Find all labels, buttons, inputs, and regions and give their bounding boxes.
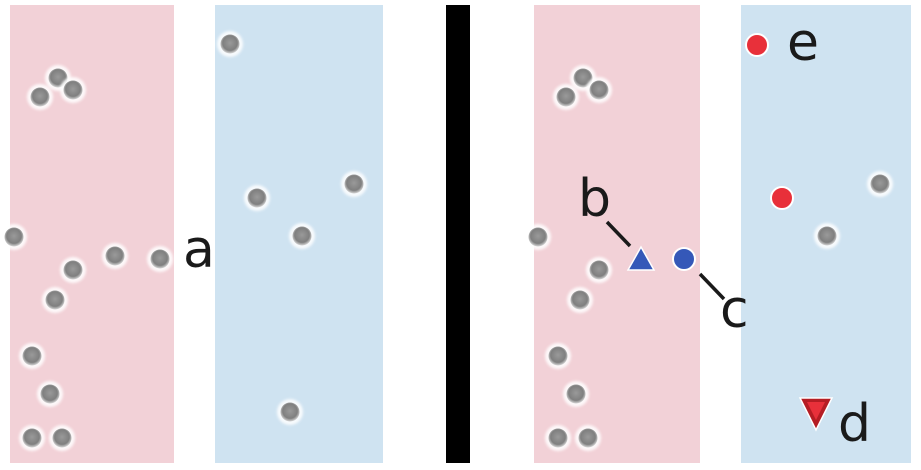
grey-particle [589, 80, 609, 100]
grey-particle [578, 428, 598, 448]
grey-particle [548, 346, 568, 366]
grey-particle [817, 226, 837, 246]
grey-particle [52, 428, 72, 448]
label-c: c [720, 280, 749, 340]
grey-particle [150, 249, 170, 269]
grey-particle [63, 80, 83, 100]
left-particles [1, 31, 367, 451]
red-particle [770, 186, 794, 210]
grey-particle [22, 346, 42, 366]
label-a: a [183, 220, 215, 280]
marker-d-inner [807, 402, 825, 420]
grey-particle [570, 290, 590, 310]
leader-line-c [698, 272, 726, 301]
right-panel: b c e d [525, 5, 911, 463]
grey-particle [247, 188, 267, 208]
label-e: e [787, 13, 819, 73]
grey-particle [344, 174, 364, 194]
grey-particle [566, 384, 586, 404]
marker-b-triangle [626, 245, 656, 271]
grey-particle [63, 260, 83, 280]
grey-particle [105, 246, 125, 266]
marker-c-circle [672, 247, 696, 271]
panel-divider [446, 5, 470, 463]
grey-particle [220, 34, 240, 54]
right-particles [525, 65, 893, 451]
grey-particle [556, 87, 576, 107]
grey-particle [870, 174, 890, 194]
grey-particle [30, 87, 50, 107]
label-b: b [578, 169, 611, 229]
left-pink-band [10, 5, 174, 463]
grey-particle [548, 428, 568, 448]
grey-particle [22, 428, 42, 448]
grey-particle [573, 68, 593, 88]
grey-particle [40, 384, 60, 404]
left-panel: a [1, 5, 383, 463]
grey-particle [292, 226, 312, 246]
leader-line-b [605, 220, 632, 248]
label-d: d [838, 394, 871, 454]
grey-particle [280, 402, 300, 422]
marker-e-circle [745, 33, 769, 57]
grey-particle [45, 290, 65, 310]
grey-particle [528, 227, 548, 247]
grey-particle [4, 227, 24, 247]
grey-particle [589, 260, 609, 280]
